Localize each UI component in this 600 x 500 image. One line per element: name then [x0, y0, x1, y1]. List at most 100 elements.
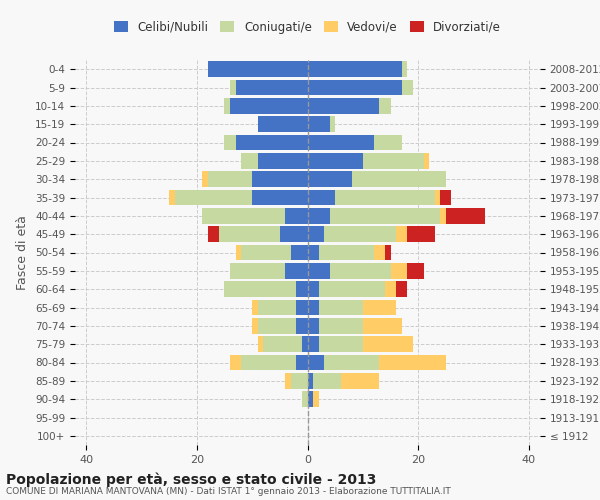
Bar — [224, 98, 230, 114]
Bar — [286, 373, 291, 388]
Bar — [335, 190, 435, 206]
Bar — [308, 282, 319, 297]
Bar — [308, 134, 374, 150]
Bar — [308, 226, 324, 242]
Bar — [313, 392, 319, 407]
Bar — [241, 153, 257, 168]
Bar — [230, 354, 241, 370]
Bar — [313, 373, 341, 388]
Bar — [291, 373, 308, 388]
Bar — [324, 226, 396, 242]
Bar — [308, 318, 319, 334]
Bar — [396, 226, 407, 242]
Bar — [435, 190, 440, 206]
Bar — [308, 153, 363, 168]
Bar — [329, 116, 335, 132]
Bar — [286, 208, 308, 224]
Bar — [257, 336, 263, 352]
Bar — [308, 392, 313, 407]
Bar — [286, 263, 308, 278]
Bar — [263, 336, 302, 352]
Bar — [401, 62, 407, 77]
Bar — [296, 354, 308, 370]
Bar — [236, 134, 308, 150]
Bar — [308, 116, 329, 132]
Bar — [308, 300, 319, 316]
Bar — [175, 190, 252, 206]
Bar — [308, 208, 329, 224]
Bar — [257, 318, 296, 334]
Bar — [341, 373, 379, 388]
Y-axis label: Fasce di età: Fasce di età — [16, 215, 29, 290]
Bar — [379, 354, 446, 370]
Bar — [296, 318, 308, 334]
Bar — [230, 263, 286, 278]
Bar — [374, 244, 385, 260]
Bar — [252, 172, 308, 187]
Bar — [208, 172, 252, 187]
Bar — [324, 354, 379, 370]
Bar — [308, 354, 324, 370]
Bar — [208, 226, 219, 242]
Bar — [208, 62, 308, 77]
Bar — [169, 190, 175, 206]
Bar — [202, 208, 286, 224]
Bar — [363, 153, 424, 168]
Bar — [302, 336, 308, 352]
Bar — [446, 208, 485, 224]
Bar — [224, 282, 296, 297]
Bar — [257, 300, 296, 316]
Bar — [363, 318, 401, 334]
Bar — [241, 354, 296, 370]
Bar — [379, 98, 391, 114]
Bar — [329, 263, 391, 278]
Bar — [236, 244, 241, 260]
Bar — [308, 62, 401, 77]
Bar — [252, 190, 308, 206]
Bar — [391, 263, 407, 278]
Bar — [257, 153, 308, 168]
Bar — [296, 300, 308, 316]
Bar — [363, 300, 396, 316]
Bar — [363, 336, 413, 352]
Bar — [308, 263, 329, 278]
Bar — [257, 116, 308, 132]
Bar — [308, 336, 319, 352]
Bar — [407, 263, 424, 278]
Text: Popolazione per età, sesso e stato civile - 2013: Popolazione per età, sesso e stato civil… — [6, 472, 376, 487]
Bar — [440, 208, 446, 224]
Bar — [319, 318, 363, 334]
Bar — [385, 244, 391, 260]
Bar — [296, 282, 308, 297]
Bar — [319, 300, 363, 316]
Bar — [291, 244, 308, 260]
Bar — [407, 226, 435, 242]
Bar — [374, 134, 401, 150]
Bar — [329, 208, 440, 224]
Bar — [308, 244, 319, 260]
Bar — [219, 226, 280, 242]
Bar — [401, 80, 413, 96]
Bar — [319, 336, 363, 352]
Bar — [230, 80, 236, 96]
Bar — [319, 282, 385, 297]
Bar — [308, 80, 401, 96]
Bar — [396, 282, 407, 297]
Bar — [252, 300, 257, 316]
Bar — [280, 226, 308, 242]
Bar — [230, 98, 308, 114]
Bar — [252, 318, 257, 334]
Bar — [308, 98, 379, 114]
Bar — [224, 134, 236, 150]
Bar — [424, 153, 429, 168]
Bar — [385, 282, 396, 297]
Bar — [241, 244, 291, 260]
Legend: Celibi/Nubili, Coniugati/e, Vedovi/e, Divorziati/e: Celibi/Nubili, Coniugati/e, Vedovi/e, Di… — [109, 16, 506, 38]
Bar — [319, 244, 374, 260]
Bar — [440, 190, 451, 206]
Bar — [236, 80, 308, 96]
Bar — [302, 392, 308, 407]
Bar — [308, 373, 313, 388]
Bar — [308, 172, 352, 187]
Bar — [308, 190, 335, 206]
